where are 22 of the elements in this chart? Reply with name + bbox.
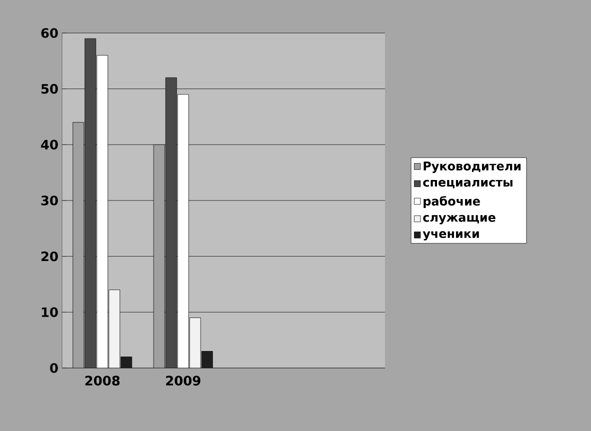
legend-label: рабочие	[424, 196, 480, 208]
legend-label: служащие	[423, 214, 496, 224]
bar	[189, 318, 201, 368]
y-tick-label: 10	[42, 307, 58, 318]
legend-label: Руководители	[424, 162, 521, 173]
bar	[72, 122, 84, 368]
bar	[96, 55, 108, 368]
bar	[177, 94, 189, 368]
legend-label: ученики	[422, 231, 479, 240]
y-tick-label: 60	[41, 28, 58, 38]
bar	[120, 356, 132, 368]
x-tick-label: 2009	[166, 376, 200, 386]
y-tick-label: 50	[41, 84, 58, 94]
y-tick-label: 30	[41, 196, 58, 206]
y-tick-label: 20	[41, 251, 58, 262]
y-tick-label: 0	[50, 363, 58, 373]
bar	[108, 290, 120, 368]
legend-label: специалисты	[423, 180, 512, 188]
y-tick-label: 40	[41, 140, 58, 150]
bar	[153, 144, 165, 368]
bar	[201, 351, 213, 368]
x-tick-label: 2008	[85, 376, 120, 386]
